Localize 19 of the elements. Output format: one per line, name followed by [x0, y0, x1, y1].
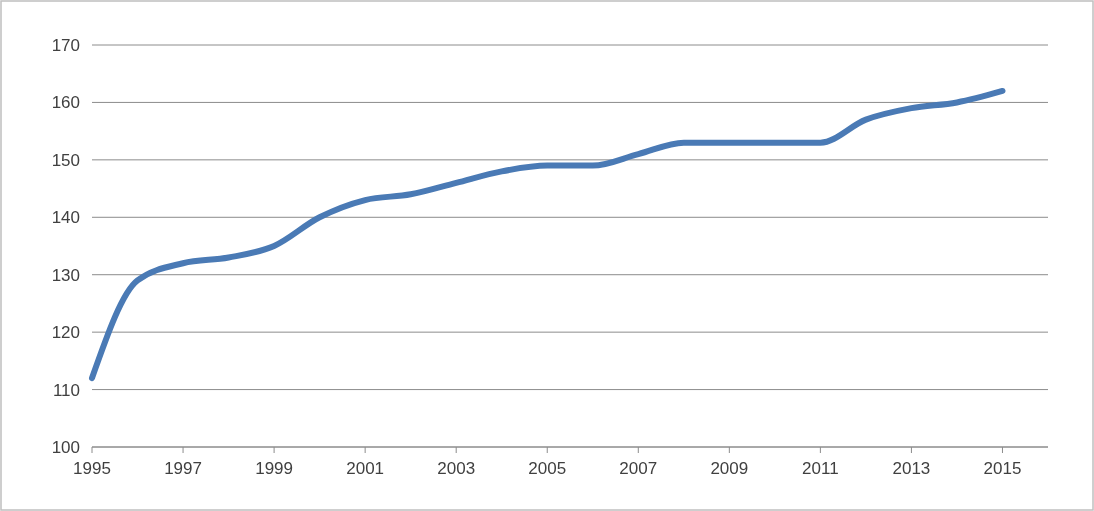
x-tick-label: 2015	[983, 459, 1022, 478]
y-tick-label: 170	[51, 36, 80, 55]
x-tick-label: 2005	[528, 459, 567, 478]
y-tick-label: 110	[52, 380, 80, 400]
x-tick-label: 2013	[892, 459, 931, 478]
x-tick-label: 2009	[710, 459, 749, 478]
y-tick-label: 140	[51, 208, 80, 228]
y-tick-label: 100	[51, 438, 80, 457]
x-tick-label: 2001	[346, 459, 385, 478]
x-tick-label: 1999	[255, 459, 294, 478]
x-tick-label: 1997	[164, 459, 202, 478]
y-tick-label: 160	[51, 93, 80, 113]
x-tick-label: 2007	[619, 459, 658, 478]
x-tick-label: 1995	[73, 459, 111, 478]
y-tick-label: 120	[51, 323, 80, 343]
y-tick-label: 150	[51, 150, 80, 170]
y-tick-label: 130	[51, 265, 80, 285]
x-tick-label: 2003	[437, 459, 476, 478]
x-tick-label: 2011	[802, 459, 839, 478]
